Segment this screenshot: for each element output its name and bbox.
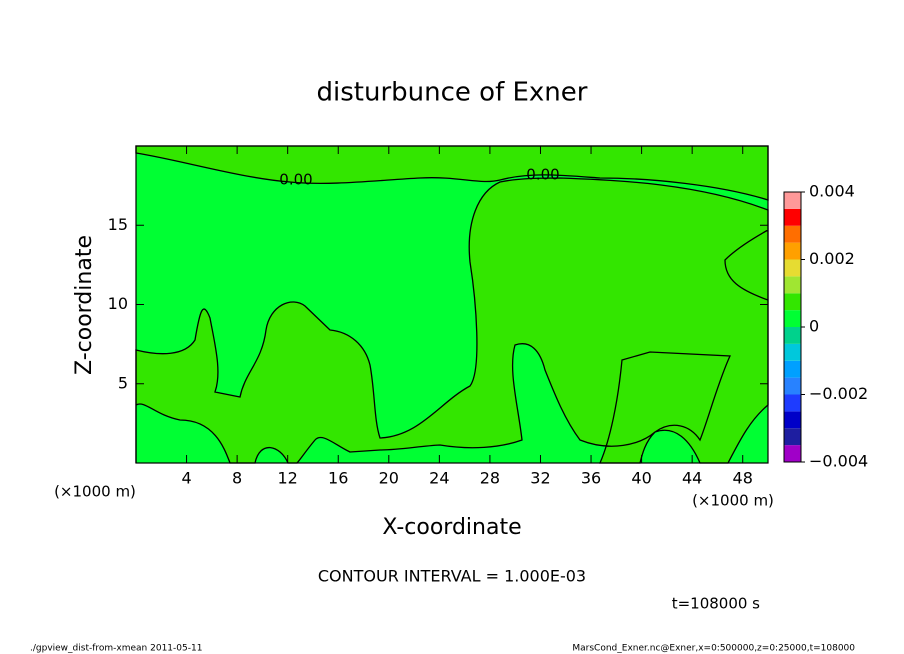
x-tick-label: 40 <box>631 469 651 488</box>
colorbar-swatch <box>784 394 801 412</box>
x-tick-label: 16 <box>328 469 348 488</box>
x-unit: (×1000 m) <box>692 492 774 510</box>
colorbar-swatch <box>784 293 801 311</box>
y-tick-label: 5 <box>118 373 128 392</box>
contour-label: 0.00 <box>279 171 312 189</box>
contour-label: 0.00 <box>526 166 559 184</box>
colorbar-swatch <box>784 360 801 378</box>
colorbar-swatch <box>784 242 801 260</box>
colorbar-swatch <box>784 259 801 277</box>
contour-interval: CONTOUR INTERVAL = 1.000E-03 <box>318 567 586 586</box>
y-unit: (×1000 m) <box>54 483 136 501</box>
y-tick-label: 15 <box>108 215 128 234</box>
colorbar-tick-label: −0.002 <box>809 384 868 403</box>
time-label: t=108000 s <box>672 595 760 613</box>
x-tick-label: 4 <box>181 469 191 488</box>
colorbar-swatch <box>784 343 801 361</box>
colorbar-swatch <box>784 310 801 327</box>
x-tick-label: 44 <box>682 469 702 488</box>
chart-title: disturbunce of Exner <box>317 78 588 108</box>
colorbar-tick-label: −0.004 <box>809 452 868 471</box>
x-tick-label: 32 <box>530 469 550 488</box>
colorbar-tick-label: 0.004 <box>809 182 855 201</box>
colorbar-swatch <box>784 411 801 429</box>
x-tick-label: 12 <box>278 469 298 488</box>
colorbar-tick-label: 0.002 <box>809 249 855 268</box>
colorbar-swatch <box>784 276 801 294</box>
x-tick-label: 24 <box>429 469 449 488</box>
contour-region <box>135 145 769 201</box>
colorbar-swatch <box>784 445 801 462</box>
x-tick-label: 28 <box>480 469 500 488</box>
colorbar-swatch <box>784 208 801 226</box>
footer-left: ./gpview_dist-from-xmean 2011-05-11 <box>30 644 202 654</box>
footer-right: MarsCond_Exner.nc@Exner,x=0:500000,z=0:2… <box>572 644 855 654</box>
x-tick-label: 48 <box>733 469 753 488</box>
colorbar-tick-label: 0 <box>809 317 819 336</box>
x-tick-label: 20 <box>379 469 399 488</box>
y-axis-label: Z-coordinate <box>72 235 97 375</box>
colorbar-swatch <box>784 192 801 209</box>
colorbar-swatch <box>784 225 801 243</box>
x-axis-label: X-coordinate <box>382 515 521 540</box>
colorbar-swatch <box>784 327 801 344</box>
x-tick-label: 36 <box>581 469 601 488</box>
x-tick-label: 8 <box>232 469 242 488</box>
y-tick-label: 10 <box>108 294 128 313</box>
colorbar-swatch <box>784 377 801 395</box>
colorbar-swatch <box>784 428 801 446</box>
